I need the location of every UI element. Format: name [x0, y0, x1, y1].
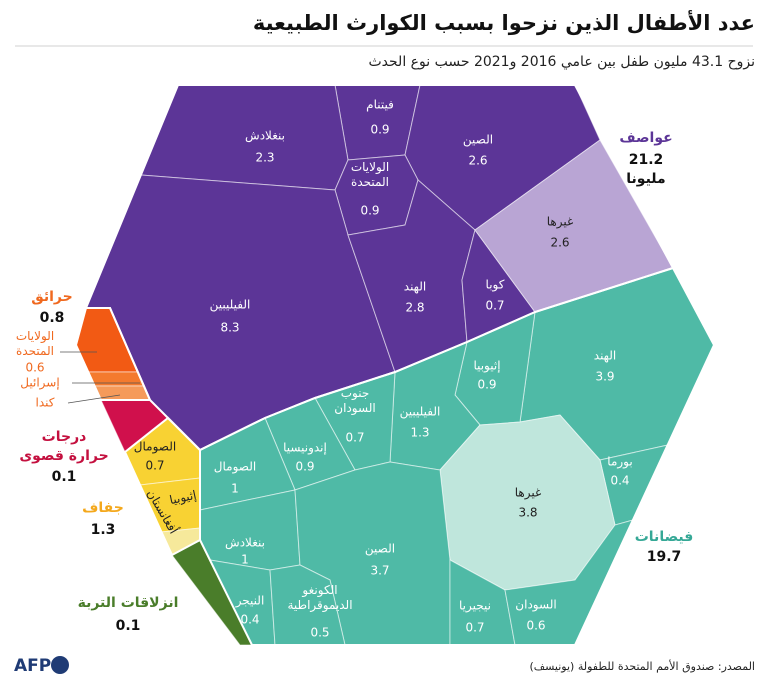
chart-subtitle: نزوح 43.1 مليون طفل بين عامي 2016 و2021 … — [368, 54, 755, 70]
cell-label: الكونغو الديموقراطية — [287, 583, 352, 613]
cell-value: 0.6 — [526, 619, 545, 633]
chart-title: عدد الأطفال الذين نزحوا بسبب الكوارث الط… — [253, 9, 755, 35]
cell-label: إثيوبيا — [473, 359, 500, 374]
cell-value: 0.7 — [485, 299, 504, 313]
outlines — [74, 84, 716, 646]
cell-label: الصومال — [214, 460, 256, 475]
logo: AFP — [14, 656, 51, 676]
cell-label: نيجيريا — [459, 599, 491, 614]
source: المصدر: صندوق الأمم المتحدة للطفولة (يون… — [529, 659, 755, 673]
cell-value: 2.6 — [550, 236, 569, 250]
cell-value: 0.7 — [145, 459, 164, 473]
group-value: 0.1 — [116, 618, 141, 634]
cell-label: الصومال — [134, 440, 176, 455]
cell-label: الفيليبين — [400, 405, 441, 420]
cell-label: كندا — [36, 396, 55, 410]
cells — [75, 84, 715, 646]
cell — [269, 564, 346, 646]
cell-label: النيجر — [235, 594, 265, 609]
cell-value: 0.4 — [610, 474, 629, 488]
cell-label: غيرها — [515, 486, 542, 501]
group-value: 19.7 — [647, 549, 682, 565]
group-outline — [199, 266, 716, 646]
cell-value: 3.7 — [370, 564, 389, 578]
cell-value: 2.3 — [255, 151, 274, 165]
cell-value: 1 — [241, 553, 249, 567]
group-label: انزلاقات التربة — [78, 595, 179, 611]
cell-value: 8.3 — [220, 321, 239, 335]
cell-value: 0.5 — [310, 626, 329, 640]
cell-value: 3.9 — [595, 370, 614, 384]
cell-value: 0.6 — [25, 361, 44, 375]
cell-label: السودان — [515, 598, 556, 613]
cell-value: 0.7 — [465, 621, 484, 635]
group-label: عواصف — [619, 130, 672, 146]
group-value: 0.8 — [40, 310, 65, 326]
group-value: 0.1 — [52, 469, 77, 485]
cell-value: 0.9 — [295, 460, 314, 474]
cell-label: فيتنام — [366, 98, 394, 112]
cell-value: 0.9 — [477, 378, 496, 392]
cell-label: الفيليبين — [210, 298, 251, 313]
cell-label: إسرائيل — [20, 376, 59, 391]
group-label: حرائق — [31, 289, 72, 305]
group-outline — [74, 307, 152, 401]
group-label: درجات حرارة قصوى — [19, 429, 108, 464]
cell-value: 2.8 — [405, 301, 424, 315]
cell — [87, 371, 145, 387]
cell-label: الهند — [404, 280, 426, 294]
labels: فيتنام 0.9 بنغلادش 2.3 الصين 2.6 الولايات المتح… — [16, 98, 693, 640]
cell-label: إندونيسيا — [283, 441, 327, 456]
cell-label: الصين — [463, 133, 493, 148]
logo-mark — [51, 656, 69, 674]
cell-label: غيرها — [547, 215, 574, 230]
group-outline — [123, 416, 201, 557]
leader-line — [67, 394, 121, 404]
cell-value: 0.7 — [345, 431, 364, 445]
cell-label: الصين — [365, 542, 395, 557]
group-label: جفاف — [82, 500, 124, 516]
group-value: 21.2 مليونا — [626, 152, 665, 187]
cell-label: الولايات المتحدة — [16, 329, 54, 358]
cell-label: بنغلادش — [245, 129, 285, 144]
cell-value: 0.4 — [240, 613, 259, 627]
cell-value: 0.9 — [360, 204, 379, 218]
cell-value: 2.6 — [468, 154, 487, 168]
cell-label: جنوب السودان — [334, 386, 375, 416]
cell-value: 1 — [231, 482, 239, 496]
cell-label: كوبا — [486, 278, 505, 293]
cell-label: الهند — [594, 349, 616, 363]
cell-value: 0.9 — [370, 123, 389, 137]
group-value: 1.3 — [91, 522, 116, 538]
group-label: فيضانات — [635, 529, 694, 545]
cell-label: الولايات المتحدة — [351, 160, 389, 189]
cell-value: 3.8 — [518, 506, 537, 520]
cell-label: بورما — [607, 455, 632, 470]
cell-value: 1.3 — [410, 426, 429, 440]
cell-label: بنغلادش — [225, 536, 265, 551]
